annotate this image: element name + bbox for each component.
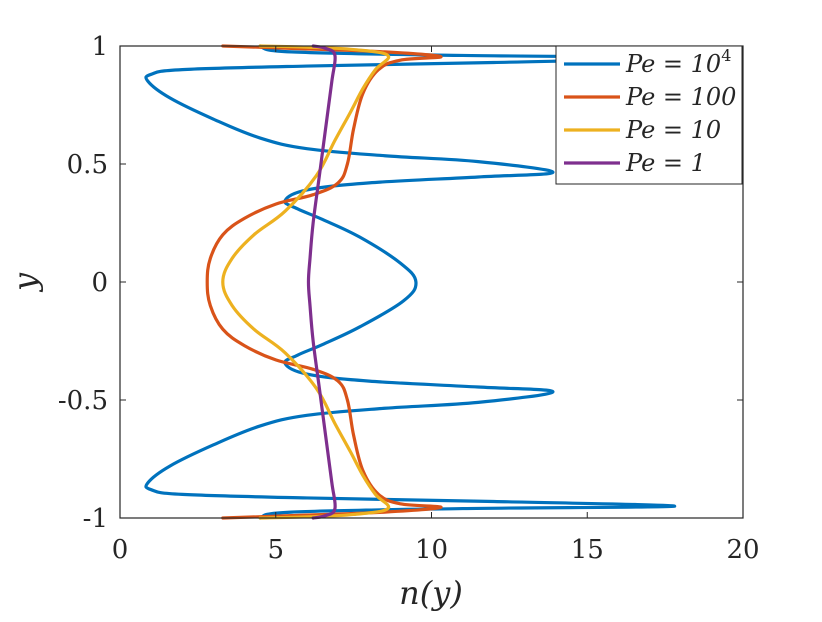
legend-label-superscript: 4: [721, 46, 731, 65]
x-axis-label: n(y): [399, 574, 463, 612]
legend-label-2: Pe = 100: [625, 83, 736, 111]
y-tick-label: -1: [83, 504, 108, 534]
x-tick-label: 0: [112, 535, 129, 565]
y-tick-label: 1: [91, 32, 108, 62]
series-line-1: [144, 44, 677, 520]
legend: Pe = 104 Pe = 100 Pe = 10 Pe = 1: [555, 45, 743, 185]
legend-label-1: Pe = 104: [625, 46, 731, 78]
x-tick-label: 15: [571, 535, 604, 565]
series-line-2: [205, 44, 443, 520]
legend-box: [555, 45, 743, 185]
legend-label-3: Pe = 10: [625, 116, 721, 144]
y-tick-label: -0.5: [58, 386, 108, 416]
y-tick-label: 0.5: [67, 150, 108, 180]
series-line-3: [221, 44, 391, 520]
series-line-4: [306, 44, 337, 520]
ticks-layer: 0 5 10 15 20 1 0.5 0 -0.5 -1: [58, 32, 760, 565]
y-tick-label: 0: [91, 268, 108, 298]
legend-entries: Pe = 104 Pe = 100 Pe = 10 Pe = 1: [564, 46, 736, 177]
x-tick-label: 10: [415, 535, 448, 565]
series-layer: [144, 44, 677, 520]
y-axis-label: y: [6, 272, 44, 293]
x-tick-label: 5: [267, 535, 284, 565]
legend-label-4: Pe = 1: [625, 149, 706, 177]
x-tick-label: 20: [726, 535, 759, 565]
